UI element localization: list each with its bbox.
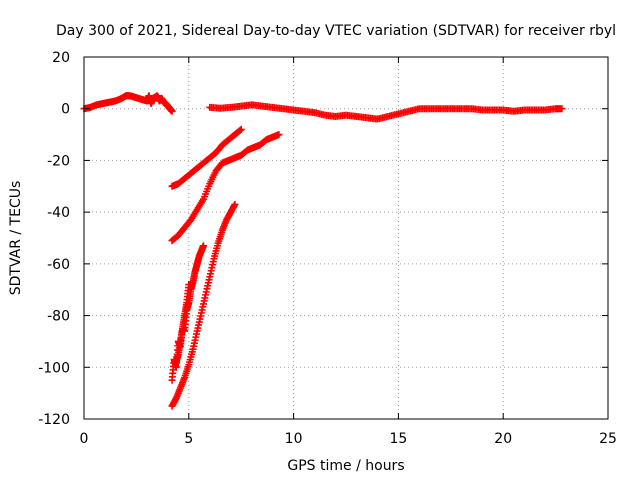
x-tick-label: 5 bbox=[184, 431, 193, 447]
chart-title: Day 300 of 2021, Sidereal Day-to-day VTE… bbox=[56, 23, 616, 39]
x-tick-label: 0 bbox=[80, 431, 89, 447]
data-point bbox=[185, 281, 193, 289]
y-tick-label: 20 bbox=[52, 50, 70, 66]
data-point bbox=[275, 131, 283, 139]
y-tick-label: -40 bbox=[47, 205, 70, 221]
data-point bbox=[231, 200, 239, 208]
y-tick-label: -100 bbox=[38, 360, 70, 376]
series-2 bbox=[206, 101, 566, 123]
data-point bbox=[558, 105, 566, 113]
y-tick-label: -120 bbox=[38, 412, 70, 428]
y-axis-label: SDTVAR / TECUs bbox=[8, 181, 24, 296]
axis-ticks: 0 5 10 15 20 25 -120 -100 -80 -60 -40 -20 0 20 bbox=[38, 50, 617, 447]
series-7 bbox=[172, 281, 193, 366]
x-tick-label: 10 bbox=[285, 431, 303, 447]
y-tick-label: -80 bbox=[47, 309, 70, 325]
x-tick-label: 15 bbox=[389, 431, 407, 447]
series-4 bbox=[168, 131, 283, 245]
data-points bbox=[80, 92, 566, 410]
x-tick-label: 25 bbox=[599, 431, 617, 447]
series-1 bbox=[80, 92, 176, 115]
data-point bbox=[168, 107, 176, 115]
plot-frame bbox=[83, 56, 609, 420]
y-tick-label: 0 bbox=[61, 102, 70, 118]
y-tick-label: -60 bbox=[47, 257, 70, 273]
data-point-interp bbox=[236, 126, 244, 134]
data-point bbox=[199, 242, 207, 250]
x-tick-label: 20 bbox=[494, 431, 512, 447]
series-6 bbox=[168, 200, 239, 410]
y-tick-label: -20 bbox=[47, 153, 70, 169]
x-axis-label: GPS time / hours bbox=[287, 458, 404, 474]
data-point bbox=[237, 125, 245, 133]
series-3 bbox=[168, 125, 245, 190]
